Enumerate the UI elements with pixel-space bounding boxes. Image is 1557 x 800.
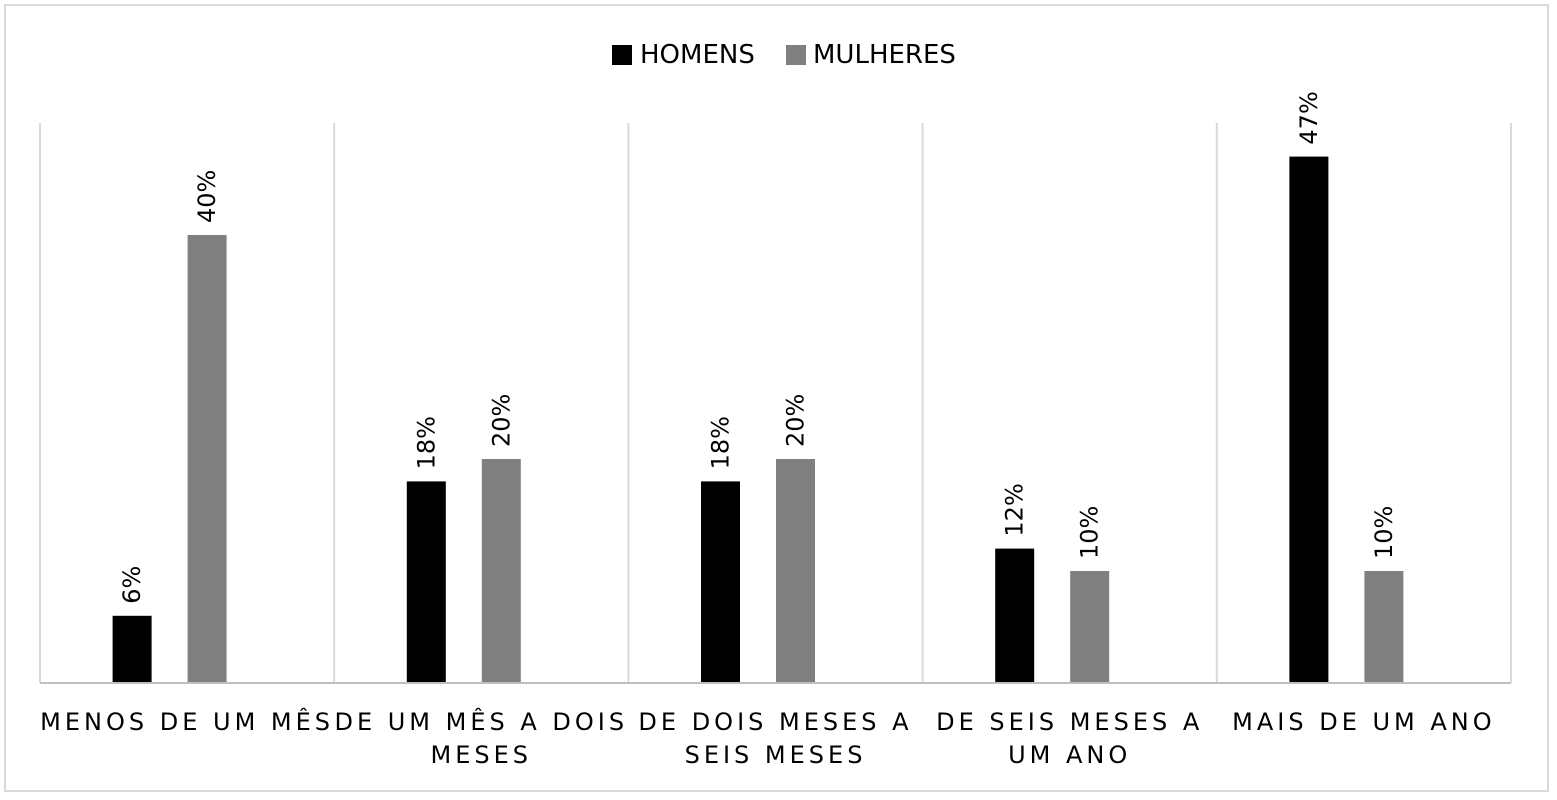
data-label-mulheres: 10%: [1076, 506, 1104, 559]
bar-mulheres: [1070, 571, 1110, 683]
legend-label-homens: HOMENS: [640, 40, 755, 70]
data-label-mulheres: 10%: [1370, 506, 1398, 559]
category-label: DE UM MÊS A DOIS: [334, 707, 628, 736]
legend: HOMENS MULHERES: [612, 40, 956, 70]
data-label-mulheres: 20%: [782, 394, 810, 447]
legend-label-mulheres: MULHERES: [813, 40, 956, 70]
bar-mulheres: [187, 235, 227, 683]
category-label: SEIS MESES: [685, 741, 867, 769]
bar-homens: [701, 481, 740, 683]
data-labels: 6% 40% 18% 20% 18% 20% 12% 10% 47% 10%: [118, 91, 1398, 604]
bar-homens: [112, 615, 152, 683]
bar-mulheres: [481, 459, 521, 683]
data-label-homens: 47%: [1295, 91, 1323, 144]
bar-mulheres: [1364, 571, 1404, 683]
category-label: MAIS DE UM ANO: [1232, 708, 1496, 736]
legend-swatch-homens: [612, 45, 632, 65]
category-label: MESES: [431, 741, 533, 769]
category-label: MENOS DE UM MÊS: [40, 707, 334, 736]
bar-mulheres: [776, 459, 815, 683]
bar-homens: [995, 548, 1035, 683]
category-dividers: [39, 123, 1512, 683]
data-label-homens: 12%: [1001, 483, 1029, 536]
data-label-mulheres: 20%: [487, 394, 515, 447]
category-label: DE DOIS MESES A: [638, 708, 912, 736]
data-label-mulheres: 40%: [193, 170, 221, 223]
bars: [112, 156, 1404, 684]
bar-homens: [406, 481, 446, 683]
category-label: UM ANO: [1008, 741, 1131, 769]
data-label-homens: 18%: [707, 416, 735, 469]
data-label-homens: 6%: [118, 566, 146, 604]
bar-homens: [1289, 156, 1329, 684]
category-label: DE SEIS MESES A: [936, 708, 1203, 736]
data-label-homens: 18%: [412, 416, 440, 469]
category-labels: MENOS DE UM MÊS DE UM MÊS A DOIS MESES DE D…: [40, 707, 1496, 769]
legend-swatch-mulheres: [786, 45, 806, 65]
